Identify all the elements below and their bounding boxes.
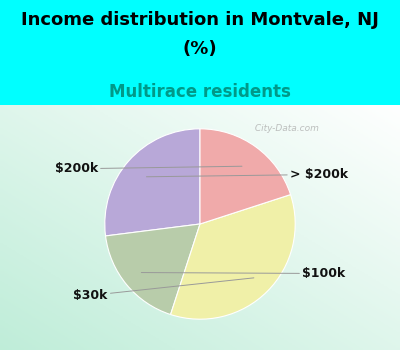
Text: City-Data.com: City-Data.com <box>252 124 319 133</box>
Text: Income distribution in Montvale, NJ: Income distribution in Montvale, NJ <box>21 11 379 29</box>
Text: $30k: $30k <box>73 278 254 302</box>
Text: $200k: $200k <box>55 162 242 175</box>
Wedge shape <box>200 129 290 224</box>
Text: $100k: $100k <box>141 267 345 280</box>
Wedge shape <box>105 129 200 236</box>
Text: Multirace residents: Multirace residents <box>109 83 291 101</box>
Text: (%): (%) <box>183 40 217 58</box>
Text: > $200k: > $200k <box>146 168 348 181</box>
Wedge shape <box>106 224 200 315</box>
Wedge shape <box>170 195 295 319</box>
